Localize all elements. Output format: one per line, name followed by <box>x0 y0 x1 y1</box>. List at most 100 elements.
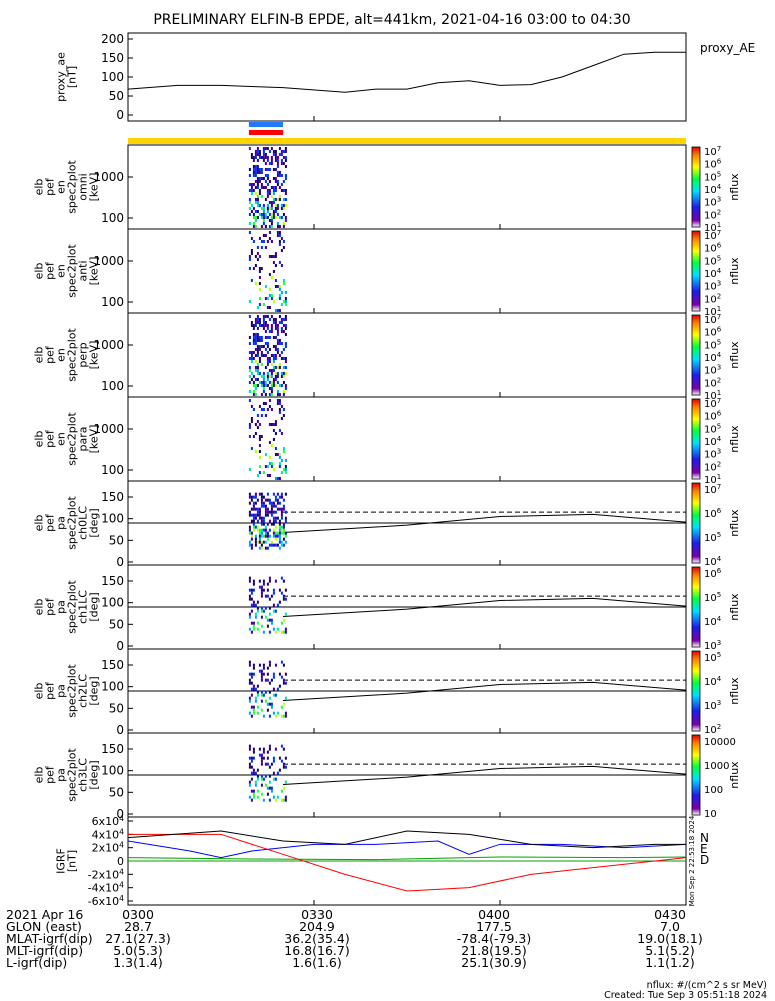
colorbar-tick-label: 104 <box>704 615 722 628</box>
colorbar-tick-label: 1000 <box>704 761 729 772</box>
colorbar-tick-label: 106 <box>704 158 722 171</box>
colorbar-ch1 <box>691 566 701 648</box>
colorbar-para <box>691 398 701 480</box>
colorbar-tick-label: 106 <box>704 242 722 255</box>
ylabel-line: [keV] <box>88 257 101 286</box>
ylabel-line: pef <box>44 513 57 532</box>
ephemeris-row-label: GLON (east) <box>6 919 82 934</box>
y-tick-label: 100 <box>101 512 124 526</box>
svg-text:nflux: nflux <box>728 257 741 285</box>
y-tick-label: -4x104 <box>88 880 124 895</box>
proxy-ae-line <box>127 51 686 93</box>
ylabel-line: spec2plot <box>66 664 79 718</box>
ylabel-line: spec2plot <box>66 580 79 634</box>
svg-text:nflux: nflux <box>728 677 741 705</box>
spectrogram-ch1 <box>248 576 287 634</box>
ylabel-line: pef <box>44 765 57 784</box>
y-tick-label: 0 <box>116 807 124 821</box>
ylabel-line: spec2plot <box>66 748 79 802</box>
ylabel-line: anti <box>77 260 90 281</box>
y-tick-label: 150 <box>101 742 124 756</box>
colorbar-anti <box>691 230 701 312</box>
colorbar-tick-label: 107 <box>704 397 721 410</box>
spectrogram-ch3 <box>248 744 287 802</box>
y-tick-label: 0 <box>116 555 124 569</box>
x-tick-label: 0330 <box>301 907 333 922</box>
ephemeris-value: -78.4(-79.3) <box>456 931 532 946</box>
ylabel-line: spec2plot <box>66 496 79 550</box>
y-tick-label: 50 <box>109 617 124 631</box>
svg-text:nflux: nflux <box>728 593 741 621</box>
spectrogram-perp <box>248 315 287 396</box>
ylabel-line: spec2plot <box>66 412 79 466</box>
ephemeris-value: 5.0(5.3) <box>113 943 163 958</box>
y-tick-label: -2x104 <box>88 867 124 882</box>
colorbar-tick-label: 105 <box>704 338 721 351</box>
y-tick-label: 100 <box>101 70 124 84</box>
svg-text:nflux: nflux <box>728 425 741 453</box>
ylabel-line: [nT] <box>66 850 79 872</box>
igrf-legend-D: D <box>700 853 709 867</box>
colorbar-tick-label: 104 <box>704 435 722 448</box>
ylabel-line: pef <box>44 597 57 616</box>
y-tick-label: 50 <box>109 785 124 799</box>
colorbar-tick-label: 104 <box>704 675 722 688</box>
colorbar-ch3 <box>691 734 701 816</box>
loss-cone-curve <box>282 513 687 534</box>
ephemeris-value: 1.6(1.6) <box>292 955 342 970</box>
spectrogram-para <box>248 399 287 480</box>
ylabel-line: proxy_ae <box>55 52 68 102</box>
colorbar-tick-label: 105 <box>704 651 721 664</box>
y-tick-label: 1000 <box>93 338 124 352</box>
colorbar-tick-label: 102 <box>704 723 721 736</box>
status-bar-yellow <box>128 138 686 144</box>
nflux-units-note: nflux: #/(cm^2 s sr MeV) <box>646 980 767 991</box>
y-tick-label: 100 <box>101 764 124 778</box>
ylabel-line: pef <box>44 429 57 448</box>
panel-frame-perp <box>127 312 687 398</box>
igrf-side-note: Mon Sep 2 22:53:18 2024 <box>688 815 696 906</box>
ylabel-line: [nT] <box>66 66 79 88</box>
ylabel-line: [deg] <box>88 676 101 705</box>
igrf-legend-E: E <box>700 842 708 856</box>
ylabel-line: en <box>55 432 68 446</box>
colorbar-tick-label: 105 <box>704 422 721 435</box>
colorbar-label: nflux <box>728 761 741 789</box>
y-tick-label: 50 <box>109 89 124 103</box>
status-bar-red <box>248 130 283 135</box>
colorbar-tick-label: 102 <box>704 460 721 473</box>
plot-title: PRELIMINARY ELFIN-B EPDE, alt=441km, 202… <box>153 12 630 28</box>
colorbar-tick-label: 103 <box>704 699 721 712</box>
colorbar-tick-label: 105 <box>704 531 721 544</box>
colorbar-tick-label: 103 <box>704 280 721 293</box>
colorbar-tick-label: 107 <box>704 229 721 242</box>
colorbar-tick-label: 107 <box>704 145 721 158</box>
colorbar-tick-label: 106 <box>704 410 722 423</box>
colorbar-tick-label: 106 <box>704 567 722 580</box>
y-tick-label: 1000 <box>93 254 124 268</box>
y-tick-label: 100 <box>101 211 124 225</box>
svg-text:nflux: nflux <box>728 761 741 789</box>
colorbar-label: nflux <box>728 173 741 201</box>
y-tick-label: -6x104 <box>88 894 124 909</box>
ylabel-line: spec2plot <box>66 244 79 298</box>
colorbar-label: nflux <box>728 341 741 369</box>
ephemeris-row-label: L-igrf(dip) <box>6 955 68 970</box>
colorbar-tick-label: 10000 <box>704 737 736 748</box>
colorbar-tick-label: 102 <box>704 376 721 389</box>
ephemeris-row-label: MLAT-igrf(dip) <box>6 931 93 946</box>
ephemeris-value: 28.7 <box>124 919 152 934</box>
colorbar-perp <box>691 314 701 396</box>
ylabel-line: spec2plot <box>66 328 79 382</box>
ylabel-line: en <box>55 180 68 194</box>
ylabel-line: pa <box>55 684 68 698</box>
colorbar-label: nflux <box>728 593 741 621</box>
spectrogram-anti <box>248 231 287 312</box>
panel-frame-omni <box>127 144 687 230</box>
ylabel-line: [keV] <box>88 425 101 454</box>
